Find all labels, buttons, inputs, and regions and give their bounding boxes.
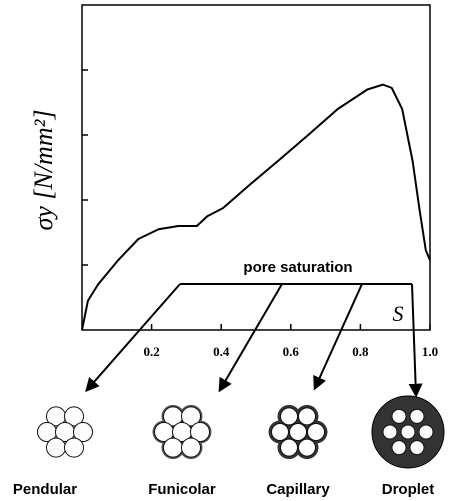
particle (289, 423, 307, 441)
particle (280, 438, 298, 457)
particle (391, 440, 407, 456)
plot-frame (81, 4, 431, 331)
particle (181, 406, 201, 427)
regime-label: Droplet (382, 481, 435, 498)
regime-label: Capillary (266, 481, 330, 498)
particle (298, 407, 316, 426)
x-tick-label: 1.0 (422, 344, 438, 359)
arrow (408, 283, 423, 398)
arrow (85, 283, 181, 393)
particle (73, 422, 93, 442)
particle (64, 437, 84, 458)
curve (81, 83, 431, 331)
particle (163, 437, 183, 458)
x-tick-label: 0.8 (352, 344, 369, 359)
particle (391, 408, 407, 424)
particle-diagram (268, 404, 328, 460)
x-tick-label: 0.4 (213, 344, 230, 359)
particle (400, 424, 416, 440)
annotation: pore saturation (243, 259, 352, 276)
particle (307, 423, 325, 441)
particle (280, 407, 298, 426)
x-axis-label: S (393, 301, 404, 326)
arrow (313, 283, 363, 391)
particle (382, 424, 398, 440)
particle (64, 406, 84, 427)
particle-diagram (152, 404, 212, 460)
particle (181, 437, 201, 458)
particle (409, 440, 425, 456)
particle (46, 437, 66, 458)
arrow (218, 283, 283, 393)
particle (298, 438, 316, 457)
particle (190, 422, 210, 442)
particle-diagram (371, 395, 445, 469)
x-tick-label: 0.2 (143, 344, 159, 359)
particle (418, 424, 434, 440)
particle-diagram (37, 406, 93, 458)
regime-label: Pendular (13, 481, 77, 498)
x-tick-label: 0.6 (283, 344, 300, 359)
particle (409, 408, 425, 424)
particle (271, 423, 289, 441)
y-axis-label: σy [N/mm²] (29, 109, 58, 230)
regime-label: Funicolar (148, 481, 216, 498)
